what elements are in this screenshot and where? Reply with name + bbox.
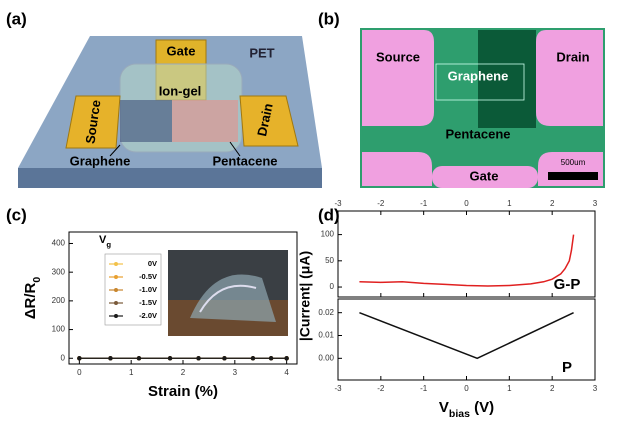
x-tick-label: 3 [593, 199, 598, 208]
legend-label: 0V [148, 259, 157, 268]
y-tick-label: 0.01 [318, 331, 334, 340]
label: Graphene [448, 68, 509, 83]
point [136, 356, 142, 361]
label: Source [82, 99, 103, 145]
x-tick-label: -2 [377, 199, 385, 208]
y-axis-label: |Current| (μA) [297, 251, 313, 341]
x-tick-label: -1 [420, 384, 428, 393]
legend-title: Vg [99, 234, 111, 249]
x-tick-label: 0 [464, 199, 469, 208]
point [77, 356, 82, 361]
y-tick-label: 0 [61, 353, 66, 362]
y-axis-label: ΔR/R0 [22, 277, 43, 320]
label-sub: g [106, 240, 111, 249]
annotation: G-P [554, 276, 581, 293]
label: Gate [167, 43, 196, 58]
x-tick-label: 4 [284, 368, 289, 377]
label: Drain [254, 102, 276, 138]
panel-label: (d) [318, 205, 340, 224]
y-tick-label: 100 [321, 230, 335, 239]
label-main: V [99, 234, 107, 246]
label-main: ΔR/R [22, 282, 39, 319]
x-tick-label: 0 [464, 384, 469, 393]
panel-label: (a) [6, 9, 27, 28]
label: Pentacene [212, 153, 277, 168]
x-axis-label: Vbias (V) [439, 399, 494, 420]
legend-label: -0.5V [139, 272, 157, 281]
y-tick-label: 300 [52, 267, 66, 276]
label: PET [249, 45, 274, 60]
x-tick-label: 2 [550, 384, 555, 393]
point [250, 356, 256, 361]
panel-label: (b) [318, 9, 340, 28]
point [222, 356, 227, 361]
point [108, 356, 113, 361]
y-tick-label: 50 [325, 256, 334, 265]
point [268, 356, 274, 361]
label: Ion-gel [159, 83, 202, 98]
label: Pentacene [445, 126, 510, 141]
label: Gate [470, 168, 499, 183]
legend-marker [114, 314, 118, 318]
legend-marker [114, 262, 118, 266]
label-unit: (V) [470, 399, 494, 416]
x-tick-label: 1 [507, 199, 512, 208]
point [196, 356, 201, 361]
x-tick-label: 2 [181, 368, 186, 377]
y-tick-label: 200 [52, 296, 66, 305]
series-line [359, 311, 574, 360]
label-sub: bias [449, 408, 470, 420]
label: Drain [556, 49, 589, 64]
y-tick-label: 0.02 [318, 308, 334, 317]
legend-label: -2.0V [139, 311, 157, 320]
x-tick-label: 0 [77, 368, 82, 377]
plot-frame [337, 298, 596, 381]
point [284, 356, 289, 361]
legend-marker [114, 301, 118, 305]
y-tick-label: 0 [330, 282, 335, 291]
legend-marker [114, 275, 118, 279]
x-axis-label: Strain (%) [148, 383, 218, 400]
scale-bar-label: 500um [561, 158, 586, 167]
x-tick-label: -3 [334, 384, 342, 393]
x-tick-label: 3 [233, 368, 238, 377]
y-tick-label: 0.00 [318, 353, 334, 362]
x-tick-label: 2 [550, 199, 555, 208]
label-main: V [439, 399, 449, 416]
y-tick-label: 400 [52, 239, 66, 248]
device-illustration [18, 36, 322, 188]
y-tick-label: 100 [52, 325, 66, 334]
x-tick-label: 1 [507, 384, 512, 393]
x-tick-label: -3 [334, 199, 342, 208]
point [167, 356, 173, 361]
legend-label: -1.5V [139, 298, 157, 307]
x-tick-label: 1 [129, 368, 134, 377]
x-tick-label: 3 [593, 384, 598, 393]
inset-photo [168, 250, 288, 336]
x-tick-label: -1 [420, 199, 428, 208]
label: Source [376, 49, 420, 64]
label-sub: 0 [31, 277, 43, 283]
micrograph [360, 28, 605, 188]
x-tick-label: -2 [377, 384, 385, 393]
annotation: P [562, 359, 572, 376]
legend-label: -1.0V [139, 285, 157, 294]
legend-marker [114, 288, 118, 292]
series-line [359, 234, 575, 287]
panel-label: (c) [6, 205, 27, 224]
label: Graphene [70, 153, 131, 168]
